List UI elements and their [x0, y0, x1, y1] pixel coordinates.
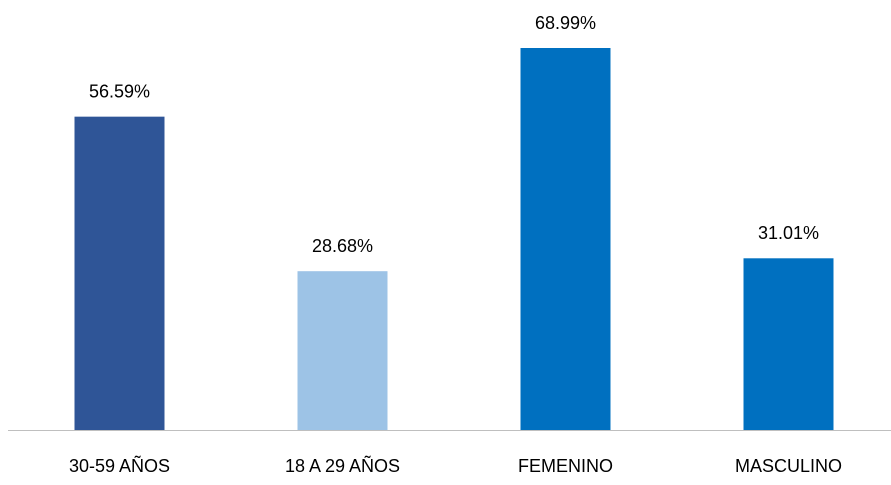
x-tick-label: 18 A 29 AÑOS — [285, 455, 400, 476]
x-tick-label: FEMENINO — [518, 456, 613, 476]
value-label: 28.68% — [312, 236, 373, 256]
value-label: 56.59% — [89, 81, 150, 101]
value-label: 31.01% — [758, 223, 819, 243]
bar — [297, 271, 388, 430]
bar — [743, 258, 834, 430]
bar — [74, 116, 165, 430]
value-label: 68.99% — [535, 13, 596, 33]
x-tick-label: MASCULINO — [735, 456, 842, 476]
bar — [520, 48, 611, 430]
x-tick-label: 30-59 AÑOS — [69, 455, 170, 476]
